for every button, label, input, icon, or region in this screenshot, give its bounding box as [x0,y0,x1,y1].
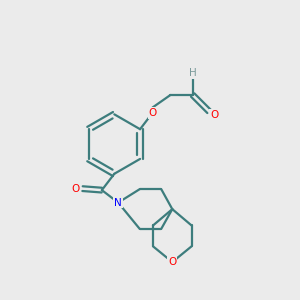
Text: N: N [114,198,122,208]
Text: H: H [189,68,197,78]
Text: O: O [72,184,80,194]
Text: O: O [148,108,157,118]
Text: O: O [168,257,176,267]
Text: O: O [210,110,218,120]
Text: N: N [114,198,122,208]
